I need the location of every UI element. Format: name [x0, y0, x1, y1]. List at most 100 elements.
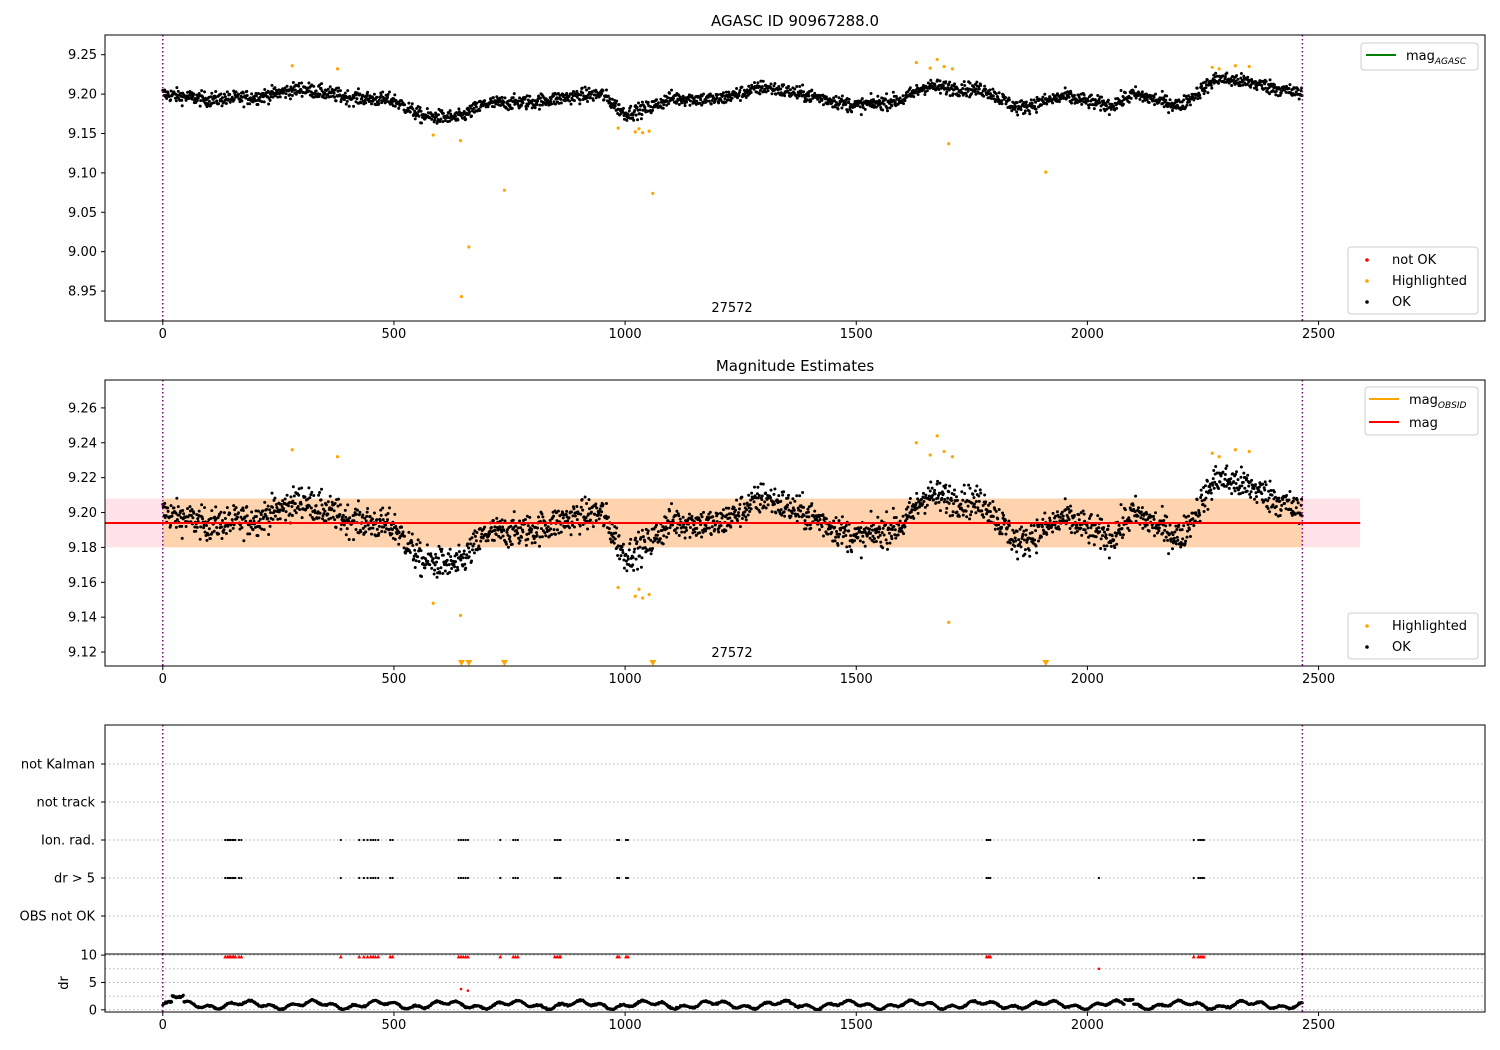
- ok-point: [499, 104, 503, 108]
- ok-point: [1087, 541, 1091, 545]
- ok-point: [275, 506, 279, 510]
- ok-point: [798, 84, 802, 88]
- ok-point: [1172, 536, 1176, 540]
- ok-point: [957, 514, 961, 518]
- ok-point: [1202, 92, 1206, 96]
- x-tick-label: 2000: [1071, 327, 1104, 342]
- ok-point: [559, 101, 563, 105]
- ok-point: [631, 116, 635, 120]
- ok-point: [573, 514, 577, 518]
- highlighted-point: [633, 130, 637, 134]
- ok-point: [724, 90, 728, 94]
- ok-point: [428, 563, 432, 567]
- highlighted-point: [290, 448, 294, 452]
- ok-point: [587, 93, 591, 97]
- ok-point: [847, 529, 851, 533]
- ok-point: [1223, 473, 1227, 477]
- ok-point: [435, 560, 439, 564]
- ok-point: [269, 511, 273, 515]
- ok-point: [475, 101, 479, 105]
- ok-point: [1175, 535, 1179, 539]
- ok-point: [963, 83, 967, 87]
- ok-point: [1057, 527, 1061, 531]
- ok-point: [176, 505, 180, 509]
- ok-point: [364, 519, 368, 523]
- ok-point: [627, 548, 631, 552]
- ok-point: [846, 550, 850, 554]
- ok-point: [240, 526, 244, 530]
- ok-point: [1099, 537, 1103, 541]
- ok-point: [938, 509, 942, 513]
- ok-point: [837, 532, 841, 536]
- highlighted-point: [637, 587, 641, 591]
- ok-point: [947, 83, 951, 87]
- ok-point: [1069, 504, 1073, 508]
- ok-point: [960, 490, 964, 494]
- ok-point: [443, 119, 447, 123]
- ok-point: [629, 104, 633, 108]
- ok-point: [207, 99, 211, 103]
- ok-point: [978, 488, 982, 492]
- ok-point: [1177, 98, 1181, 102]
- ok-point: [938, 481, 942, 485]
- ok-point: [345, 527, 349, 531]
- ok-point: [413, 548, 417, 552]
- ok-point: [366, 507, 370, 511]
- ok-point: [936, 78, 940, 82]
- ok-point: [457, 550, 461, 554]
- dr-flag: [466, 876, 470, 880]
- highlighted-point: [651, 191, 655, 195]
- ok-point: [502, 100, 506, 104]
- ok-point: [326, 500, 330, 504]
- ok-point: [902, 532, 906, 536]
- ok-point: [266, 504, 270, 508]
- ok-point: [378, 519, 382, 523]
- ok-point: [826, 102, 830, 106]
- ok-point: [510, 106, 514, 110]
- ok-point: [961, 498, 965, 502]
- panel-magnitude-legend-lines: magOBSID mag: [1364, 386, 1479, 436]
- ok-point: [579, 512, 583, 516]
- ok-point: [668, 526, 672, 530]
- ok-point: [284, 518, 288, 522]
- ok-point: [1260, 492, 1264, 496]
- ok-point: [1239, 475, 1243, 479]
- ok-point: [988, 501, 992, 505]
- ok-point: [951, 513, 955, 517]
- ok-point: [740, 495, 744, 499]
- ok-point: [1199, 488, 1203, 492]
- ok-point: [878, 533, 882, 537]
- ok-point: [583, 85, 587, 89]
- ok-point: [1252, 487, 1256, 491]
- ok-point: [1278, 93, 1282, 97]
- ok-point: [856, 535, 860, 539]
- ok-point: [1182, 98, 1186, 102]
- dr-flag: [1202, 876, 1206, 880]
- ok-point: [1186, 514, 1190, 518]
- ok-point: [1092, 543, 1096, 547]
- ok-point: [329, 95, 333, 99]
- ok-point: [1242, 471, 1246, 475]
- ok-point: [370, 517, 374, 521]
- ok-point: [176, 89, 180, 93]
- ok-point: [578, 102, 582, 106]
- ion-rad-flag: [224, 838, 227, 842]
- ok-point: [811, 96, 815, 100]
- ok-point: [368, 515, 372, 519]
- ok-point: [483, 99, 487, 103]
- ok-point: [182, 512, 186, 516]
- ok-point: [1003, 518, 1007, 522]
- ok-point: [215, 99, 219, 103]
- ok-point: [370, 102, 374, 106]
- ok-point: [1010, 547, 1014, 551]
- ok-point: [1278, 499, 1282, 503]
- highlighted-point: [947, 142, 951, 146]
- ok-point: [326, 512, 330, 516]
- ok-point: [323, 91, 327, 95]
- ok-point: [528, 515, 532, 519]
- ok-point: [262, 528, 266, 532]
- ok-point: [533, 541, 537, 545]
- ok-point: [464, 117, 468, 121]
- ok-point: [412, 557, 416, 561]
- flag-category-label: OBS not OK: [20, 910, 96, 925]
